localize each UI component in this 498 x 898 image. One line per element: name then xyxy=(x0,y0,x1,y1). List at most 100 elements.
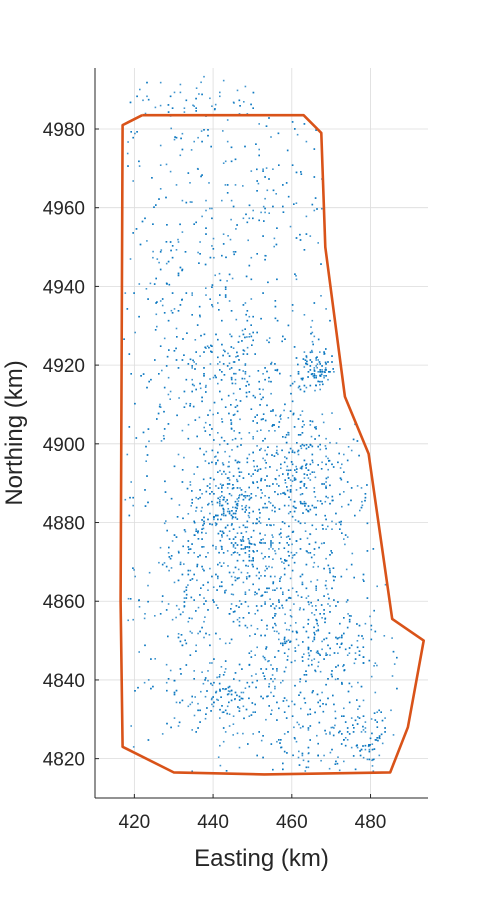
data-point xyxy=(207,679,209,682)
data-point xyxy=(266,567,268,570)
data-point xyxy=(159,268,162,271)
data-point xyxy=(264,495,266,497)
data-point xyxy=(362,656,365,658)
data-point xyxy=(185,597,188,599)
data-point xyxy=(291,310,294,312)
data-point xyxy=(236,544,239,546)
data-point xyxy=(274,506,276,509)
data-point xyxy=(195,110,197,112)
data-point xyxy=(244,495,247,497)
data-point xyxy=(317,242,319,244)
data-point xyxy=(324,445,327,447)
data-point xyxy=(224,642,227,645)
data-point xyxy=(357,708,359,710)
data-point xyxy=(199,387,202,390)
data-point xyxy=(358,654,361,656)
data-point xyxy=(201,531,203,534)
data-point xyxy=(256,445,258,447)
data-point xyxy=(299,445,302,447)
data-point xyxy=(250,256,253,259)
data-point xyxy=(240,471,243,473)
data-point xyxy=(272,582,274,585)
data-point xyxy=(185,292,188,294)
data-point xyxy=(296,133,299,136)
data-point xyxy=(230,603,233,605)
data-point xyxy=(221,546,223,548)
data-point xyxy=(280,587,282,590)
data-point xyxy=(226,192,229,194)
data-point xyxy=(316,500,319,502)
data-point xyxy=(239,539,242,541)
data-point xyxy=(364,499,366,502)
data-point xyxy=(235,318,238,321)
data-point xyxy=(133,569,135,571)
data-point xyxy=(266,475,268,477)
data-point xyxy=(258,520,260,523)
data-point xyxy=(278,426,280,428)
data-point xyxy=(317,565,319,568)
data-point xyxy=(267,281,269,284)
data-point xyxy=(242,349,245,351)
data-point xyxy=(231,583,234,586)
data-point xyxy=(264,419,267,422)
data-point xyxy=(307,601,310,603)
data-point xyxy=(302,759,305,762)
data-point xyxy=(356,699,358,701)
data-point xyxy=(322,421,325,424)
data-point xyxy=(163,428,166,430)
data-point xyxy=(267,660,269,663)
data-point xyxy=(368,748,371,751)
data-point xyxy=(268,485,271,487)
data-point xyxy=(313,548,316,550)
data-point xyxy=(211,286,213,288)
data-point xyxy=(300,707,302,710)
data-point xyxy=(199,315,201,318)
y-tick-label: 4820 xyxy=(43,750,85,771)
data-point xyxy=(273,455,276,457)
data-point xyxy=(247,605,250,608)
data-point xyxy=(224,668,227,670)
data-point xyxy=(270,542,272,544)
data-point xyxy=(357,681,359,684)
data-point xyxy=(384,731,386,733)
data-point xyxy=(262,542,264,544)
data-point xyxy=(258,571,260,574)
data-point xyxy=(209,207,211,210)
data-point xyxy=(194,368,196,370)
data-point xyxy=(353,727,355,729)
data-point xyxy=(147,739,150,741)
data-point xyxy=(340,478,343,481)
data-point xyxy=(219,539,222,542)
data-point xyxy=(393,663,396,665)
data-point xyxy=(224,184,227,186)
data-point xyxy=(283,522,286,525)
data-point xyxy=(157,412,160,415)
data-point xyxy=(209,523,211,525)
data-point xyxy=(201,174,203,176)
data-point xyxy=(278,707,280,710)
data-point xyxy=(194,696,196,698)
data-point xyxy=(325,733,327,735)
data-point xyxy=(315,528,317,530)
data-point xyxy=(364,731,367,733)
data-point xyxy=(205,632,207,635)
data-point xyxy=(319,388,321,391)
data-point xyxy=(179,91,182,94)
data-point xyxy=(254,633,256,635)
data-point xyxy=(169,669,172,672)
data-point xyxy=(232,528,235,530)
data-point xyxy=(271,566,273,569)
data-point xyxy=(252,550,254,552)
data-point xyxy=(345,601,348,603)
data-point xyxy=(305,597,308,599)
data-point xyxy=(192,359,194,362)
data-point xyxy=(323,595,325,597)
data-point xyxy=(290,461,293,463)
data-point xyxy=(245,504,248,507)
data-point xyxy=(259,449,261,451)
data-point xyxy=(264,211,266,214)
data-point xyxy=(245,385,247,387)
data-point xyxy=(329,733,331,735)
data-point xyxy=(175,347,177,350)
data-point xyxy=(309,444,312,446)
